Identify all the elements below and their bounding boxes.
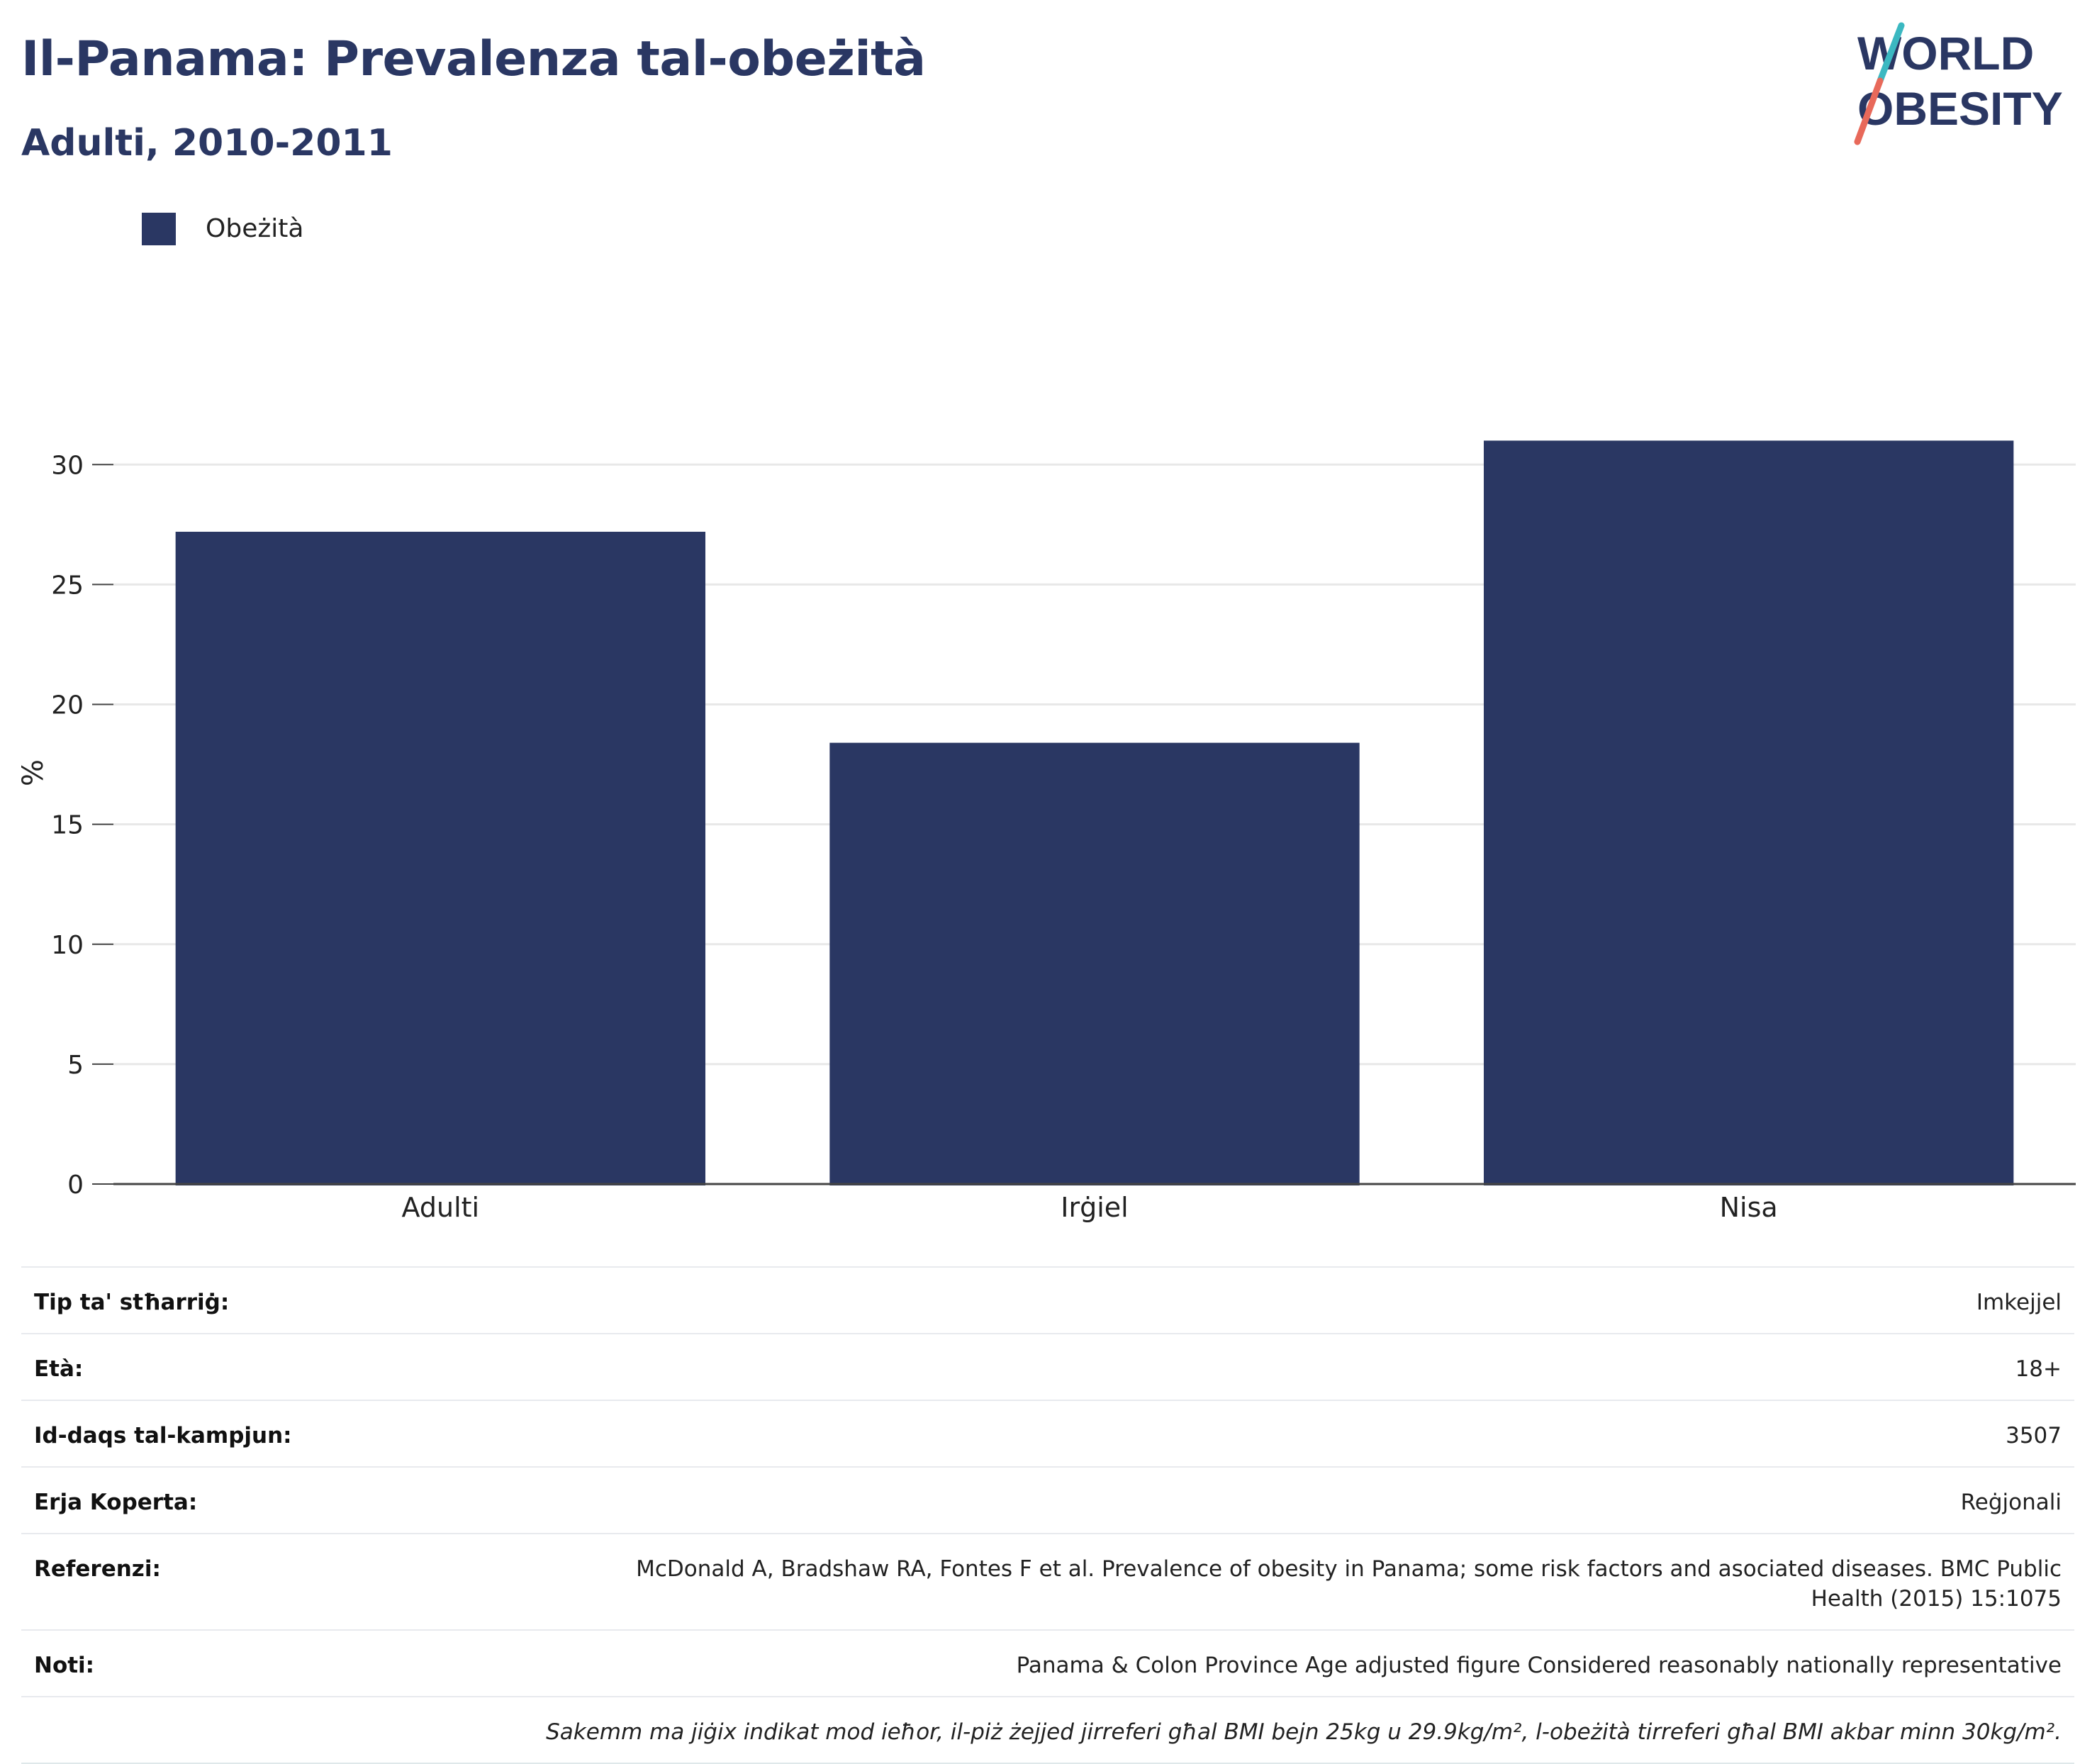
legend-swatch [142,213,176,245]
footnote: Sakemm ma jiġix indikat mod ieħor, il-pi… [21,1696,2074,1764]
y-tick-label: 10 [51,931,84,960]
details-row: Età: 18+ [21,1333,2074,1400]
details-value: Imkejjel [1976,1290,2062,1315]
bar-nisa [1483,440,2014,1185]
bar-irġiel [829,742,1360,1185]
y-tick-label: 25 [51,571,84,600]
details-value: 3507 [2006,1423,2062,1448]
y-tick-label: 5 [67,1051,84,1080]
y-tick-label: 0 [67,1171,84,1200]
details-row: Tip ta' stħarriġ: Imkejjel [21,1266,2074,1333]
details-value: McDonald A, Bradshaw RA, Fontes F et al.… [636,1556,2062,1612]
y-axis-label: % [17,759,50,786]
logo-slash-coral [1854,77,1884,145]
x-axis-ticks: Adulti Irġiel Nisa [402,1192,1778,1223]
details-row: Noti: Panama & Colon Province Age adjuste… [21,1629,2074,1696]
x-tick-label: Nisa [1720,1192,1778,1223]
world-obesity-logo: WORLD OBESITY [1854,22,2063,145]
x-tick-label: Irġiel [1061,1192,1128,1223]
details-label: Id-daqs tal-kampjun: [34,1423,292,1448]
details-table: Tip ta' stħarriġ: Imkejjel Età: 18+ Id-daqs … [21,1266,2074,1764]
details-label: Noti: [34,1653,95,1678]
details-row: Referenzi: McDonald A, Bradshaw RA, Fonte… [21,1533,2074,1629]
details-label: Erja Koperta: [34,1490,198,1515]
details-row: Id-daqs tal-kampjun: 3507 [21,1400,2074,1466]
details-label: Età: [34,1356,84,1382]
logo-text-obesity: OBESITY [1857,82,2063,135]
details-value: Panama & Colon Province Age adjusted fig… [1016,1653,2062,1678]
y-axis-ticks: 0 5 10 15 20 25 30 [51,451,113,1200]
y-tick-label: 20 [51,691,84,720]
bar-adulti [175,532,706,1185]
chart-subtitle: Adulti, 2010-2011 [21,122,393,164]
y-tick-label: 15 [51,811,84,840]
details-row: Erja Koperta: Reġjonali [21,1466,2074,1533]
details-value: Reġjonali [1960,1490,2062,1515]
legend-label: Obeżità [206,214,304,243]
x-tick-label: Adulti [402,1192,480,1223]
details-label: Referenzi: [34,1556,161,1582]
logo-slash-teal [1877,22,1905,84]
bar-chart: 0 5 10 15 20 25 30 Adulti Irġiel Nisa % [17,440,2076,1223]
chart-title: Il-Panama: Prevalenza tal-obeżità [21,31,926,87]
details-label: Tip ta' stħarriġ: [34,1290,230,1315]
bars [175,440,2014,1185]
y-tick-label: 30 [51,451,84,480]
details-value: 18+ [2015,1356,2062,1382]
